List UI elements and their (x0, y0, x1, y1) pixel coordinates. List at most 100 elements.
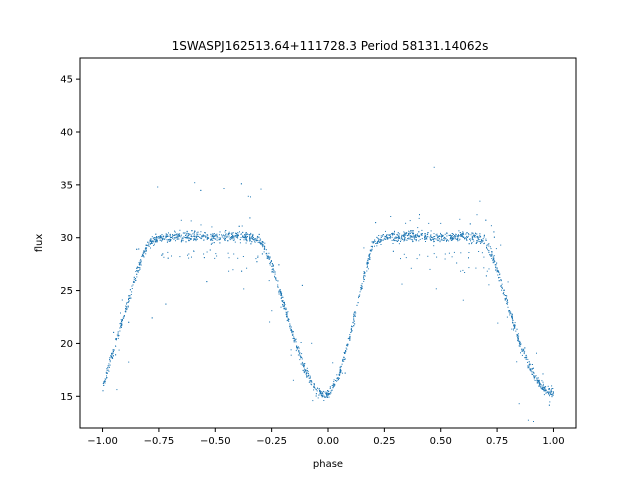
data-point (543, 388, 544, 390)
data-point (212, 235, 214, 237)
data-point (262, 241, 264, 243)
data-point (417, 234, 419, 236)
data-point (130, 297, 132, 299)
data-point (268, 280, 270, 282)
data-point (545, 392, 547, 394)
data-point (502, 293, 504, 295)
data-point (361, 286, 363, 288)
data-point (126, 308, 128, 310)
data-point (221, 234, 222, 236)
data-point (260, 188, 262, 190)
data-point (493, 259, 495, 260)
data-point (260, 243, 262, 245)
data-point (500, 279, 502, 280)
data-point (174, 234, 175, 236)
data-point (115, 338, 117, 340)
data-point (367, 263, 369, 264)
data-point (180, 234, 182, 236)
x-tick-label: 0.50 (430, 436, 452, 447)
data-point (433, 166, 435, 168)
data-point (541, 386, 543, 388)
data-point (291, 330, 292, 332)
data-point (433, 245, 435, 247)
data-point (305, 373, 307, 375)
x-tick-label: 0.25 (373, 436, 395, 447)
data-point (333, 383, 335, 385)
data-point (450, 235, 452, 236)
data-point (249, 239, 251, 241)
data-point (232, 269, 234, 271)
data-point (455, 234, 457, 236)
data-point (292, 333, 294, 335)
data-point (179, 256, 181, 258)
data-point (290, 354, 292, 356)
data-point (186, 236, 188, 238)
data-point (107, 367, 109, 369)
data-point (155, 238, 157, 240)
data-point (295, 350, 297, 352)
data-point (194, 182, 196, 184)
data-point (369, 253, 371, 255)
data-point (277, 286, 279, 288)
data-point (225, 230, 227, 231)
data-point (386, 234, 388, 236)
data-point (333, 379, 335, 381)
data-point (418, 231, 420, 233)
data-point (272, 268, 273, 270)
data-point (549, 395, 550, 397)
data-point (537, 381, 539, 383)
data-point (417, 235, 418, 237)
data-point (235, 235, 237, 236)
data-point (504, 299, 506, 301)
data-point (366, 266, 368, 268)
data-point (113, 351, 114, 352)
data-point (339, 366, 341, 368)
data-point (176, 237, 178, 238)
data-point (210, 238, 212, 240)
data-point (450, 240, 452, 241)
data-point (477, 238, 479, 240)
data-point (454, 235, 456, 237)
data-point (183, 232, 185, 234)
data-point (541, 388, 543, 390)
data-point (305, 369, 307, 371)
data-point (468, 233, 470, 235)
data-point (266, 258, 268, 259)
data-point (418, 236, 420, 238)
data-point (334, 384, 336, 386)
data-point (366, 267, 368, 268)
data-point (321, 394, 323, 396)
data-point (202, 235, 204, 237)
data-point (180, 236, 182, 238)
data-point (188, 253, 190, 255)
data-point (499, 277, 501, 278)
data-point (287, 319, 289, 321)
data-point (188, 240, 189, 242)
data-point (324, 391, 326, 393)
data-point (149, 240, 151, 242)
data-point (533, 371, 534, 373)
data-point (103, 381, 105, 383)
data-point (238, 225, 240, 227)
data-point (525, 354, 527, 356)
data-point (457, 239, 458, 241)
data-point (200, 231, 202, 233)
data-point (138, 248, 140, 250)
data-point (349, 336, 351, 338)
data-point (304, 372, 306, 374)
data-point (500, 285, 502, 287)
data-point (376, 245, 378, 247)
data-point (249, 235, 251, 237)
data-point (353, 319, 355, 321)
data-point (143, 252, 145, 254)
data-point (431, 238, 433, 240)
data-point (218, 234, 220, 236)
data-point (108, 365, 110, 367)
data-point (161, 240, 163, 242)
data-point (513, 325, 515, 327)
data-point (268, 258, 270, 260)
data-point (206, 238, 208, 240)
data-point (250, 243, 252, 245)
data-point (408, 238, 410, 240)
